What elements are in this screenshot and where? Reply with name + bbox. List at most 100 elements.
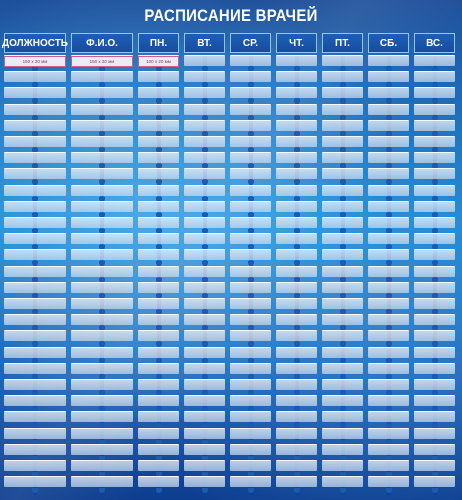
schedule-cell[interactable] <box>71 427 133 445</box>
schedule-cell[interactable] <box>414 346 455 364</box>
schedule-cell[interactable] <box>276 249 317 267</box>
schedule-cell[interactable] <box>230 71 271 89</box>
schedule-cell[interactable] <box>368 103 409 121</box>
schedule-cell[interactable] <box>368 87 409 105</box>
schedule-cell[interactable] <box>368 298 409 315</box>
schedule-cell[interactable] <box>276 168 317 186</box>
schedule-cell[interactable] <box>71 443 133 461</box>
schedule-cell[interactable] <box>71 476 133 494</box>
schedule-cell[interactable]: 150 х 20 мм <box>71 55 133 72</box>
schedule-cell[interactable] <box>322 200 363 218</box>
schedule-cell[interactable] <box>71 103 133 121</box>
schedule-cell[interactable] <box>368 200 409 218</box>
schedule-cell[interactable] <box>4 249 66 267</box>
schedule-cell[interactable] <box>368 249 409 267</box>
schedule-cell[interactable] <box>71 233 133 251</box>
schedule-cell[interactable] <box>414 217 455 234</box>
schedule-cell[interactable] <box>368 217 409 234</box>
schedule-cell[interactable] <box>414 87 455 105</box>
schedule-cell[interactable] <box>368 362 409 380</box>
schedule-cell[interactable] <box>276 411 317 429</box>
schedule-cell[interactable] <box>230 443 271 461</box>
schedule-cell[interactable] <box>184 103 225 121</box>
schedule-cell[interactable] <box>368 346 409 364</box>
schedule-cell[interactable] <box>4 168 66 186</box>
schedule-cell[interactable] <box>71 119 133 137</box>
schedule-cell[interactable] <box>276 265 317 283</box>
schedule-cell[interactable] <box>184 119 225 137</box>
schedule-cell[interactable] <box>4 476 66 494</box>
schedule-cell[interactable] <box>276 314 317 332</box>
schedule-cell[interactable] <box>276 379 317 396</box>
schedule-cell[interactable] <box>4 152 66 170</box>
schedule-cell[interactable] <box>368 168 409 186</box>
schedule-cell[interactable] <box>4 136 66 153</box>
schedule-cell[interactable] <box>184 136 225 153</box>
schedule-cell[interactable] <box>414 103 455 121</box>
schedule-cell[interactable] <box>322 443 363 461</box>
schedule-cell[interactable] <box>414 379 455 396</box>
schedule-cell[interactable] <box>322 217 363 234</box>
schedule-cell[interactable] <box>4 362 66 380</box>
schedule-cell[interactable] <box>184 55 225 72</box>
schedule-cell[interactable] <box>230 476 271 494</box>
schedule-cell[interactable] <box>138 249 179 267</box>
schedule-cell[interactable] <box>276 87 317 105</box>
schedule-cell[interactable] <box>184 460 225 477</box>
schedule-cell[interactable] <box>414 136 455 153</box>
schedule-cell[interactable] <box>322 427 363 445</box>
schedule-cell[interactable] <box>138 362 179 380</box>
schedule-cell[interactable] <box>368 55 409 72</box>
schedule-cell[interactable] <box>138 427 179 445</box>
schedule-cell[interactable] <box>184 314 225 332</box>
schedule-cell[interactable] <box>184 265 225 283</box>
schedule-cell[interactable] <box>138 298 179 315</box>
schedule-cell[interactable] <box>230 136 271 153</box>
schedule-cell[interactable] <box>230 314 271 332</box>
schedule-cell[interactable] <box>138 152 179 170</box>
schedule-cell[interactable] <box>230 184 271 202</box>
schedule-cell[interactable] <box>4 233 66 251</box>
schedule-cell[interactable] <box>368 443 409 461</box>
schedule-cell[interactable] <box>276 395 317 413</box>
schedule-cell[interactable] <box>414 200 455 218</box>
schedule-cell[interactable] <box>71 217 133 234</box>
schedule-cell[interactable] <box>322 314 363 332</box>
schedule-cell[interactable] <box>368 265 409 283</box>
schedule-cell[interactable] <box>184 362 225 380</box>
schedule-cell[interactable] <box>4 346 66 364</box>
schedule-cell[interactable] <box>322 184 363 202</box>
schedule-cell[interactable] <box>276 55 317 72</box>
schedule-cell[interactable] <box>230 200 271 218</box>
schedule-cell[interactable] <box>138 103 179 121</box>
schedule-cell[interactable] <box>276 427 317 445</box>
schedule-cell[interactable] <box>230 233 271 251</box>
schedule-cell[interactable] <box>4 443 66 461</box>
schedule-cell[interactable] <box>184 281 225 299</box>
schedule-cell[interactable] <box>368 379 409 396</box>
schedule-cell[interactable] <box>4 379 66 396</box>
schedule-cell[interactable] <box>184 87 225 105</box>
schedule-cell[interactable] <box>230 346 271 364</box>
schedule-cell[interactable] <box>184 443 225 461</box>
schedule-cell[interactable] <box>368 281 409 299</box>
schedule-cell[interactable] <box>230 87 271 105</box>
schedule-cell[interactable] <box>71 314 133 332</box>
schedule-cell[interactable] <box>276 136 317 153</box>
schedule-cell[interactable] <box>184 168 225 186</box>
schedule-cell[interactable] <box>276 184 317 202</box>
schedule-cell[interactable] <box>138 314 179 332</box>
schedule-cell[interactable] <box>184 184 225 202</box>
schedule-cell[interactable] <box>414 281 455 299</box>
schedule-cell[interactable] <box>276 71 317 89</box>
schedule-cell[interactable] <box>230 411 271 429</box>
schedule-cell[interactable]: 100 х 20 мм <box>138 55 179 72</box>
schedule-cell[interactable] <box>138 87 179 105</box>
schedule-cell[interactable] <box>71 136 133 153</box>
schedule-cell[interactable] <box>4 460 66 477</box>
schedule-cell[interactable] <box>230 55 271 72</box>
schedule-cell[interactable] <box>230 460 271 477</box>
schedule-cell[interactable] <box>368 427 409 445</box>
schedule-cell[interactable] <box>368 395 409 413</box>
schedule-cell[interactable] <box>4 314 66 332</box>
